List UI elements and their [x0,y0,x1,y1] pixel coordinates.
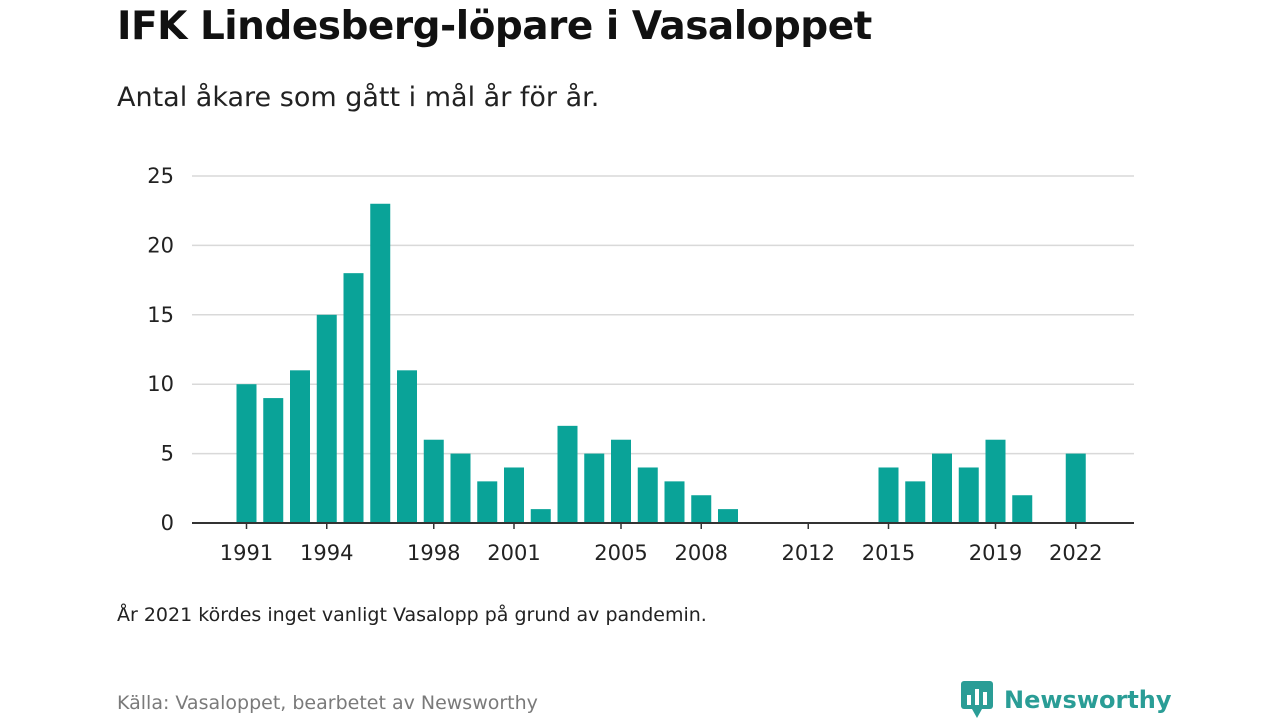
x-tick-label: 1994 [300,541,353,565]
bar-2009 [718,509,738,523]
bar-2005 [611,439,631,523]
bar-2007 [664,481,685,523]
x-tick-label: 1991 [220,541,273,565]
x-tick-label: 2015 [862,541,915,565]
bar-2003 [557,425,578,523]
bar-1999 [450,453,471,523]
bar-2001 [504,467,524,523]
bar-2000 [477,481,498,523]
bar-2020 [1012,495,1033,523]
x-tick-label: 2008 [675,541,728,565]
bar-1998 [423,439,444,523]
bar-1993 [290,370,310,523]
axes: 0 5 10 15 20 25 1991 1994 1998 2001 2005 2008 2012 20… [147,164,1134,565]
bars [236,203,1086,523]
bar-2008 [691,495,712,523]
x-tick-label: 1998 [407,541,460,565]
x-tick-label: 2019 [969,541,1022,565]
bar-2019 [985,439,1006,523]
bar-1995 [343,273,364,523]
newsworthy-logo[interactable]: Newsworthy [960,680,1172,720]
x-tick-label: 2005 [594,541,647,565]
bar-2004 [584,453,605,523]
bar-1997 [397,370,417,523]
x-tick-label: 2022 [1049,541,1102,565]
y-tick-label: 0 [161,511,174,535]
chart-note: År 2021 kördes inget vanligt Vasalopp på… [117,604,707,626]
bar-1994 [316,314,337,523]
y-tick-label: 5 [161,442,174,466]
y-tick-label: 10 [147,372,174,396]
y-tick-label: 15 [147,303,174,327]
newsworthy-logo-icon [961,681,993,718]
brand-name: Newsworthy [1004,686,1172,714]
x-tick-label: 2012 [782,541,835,565]
bar-2002 [530,509,551,523]
bar-2016 [905,481,926,523]
bar-2018 [958,467,979,523]
chart-title: IFK Lindesberg-löpare i Vasaloppet [117,4,872,49]
bar-1992 [263,398,284,523]
chart-subtitle: Antal åkare som gått i mål år för år. [117,82,600,113]
bar-2015 [878,467,899,523]
y-tick-label: 25 [147,164,174,188]
bar-2006 [637,467,658,523]
bar-2017 [932,453,952,523]
bar-chart: 0 5 10 15 20 25 1991 1994 1998 2001 2005 2008 2012 20… [147,164,1134,565]
y-tick-label: 20 [147,233,174,257]
bar-2022 [1065,453,1086,523]
bar-1991 [236,384,257,523]
source-text: Källa: Vasaloppet, bearbetet av Newswort… [117,692,538,714]
x-tick-label: 2001 [487,541,540,565]
bar-1996 [370,203,391,523]
